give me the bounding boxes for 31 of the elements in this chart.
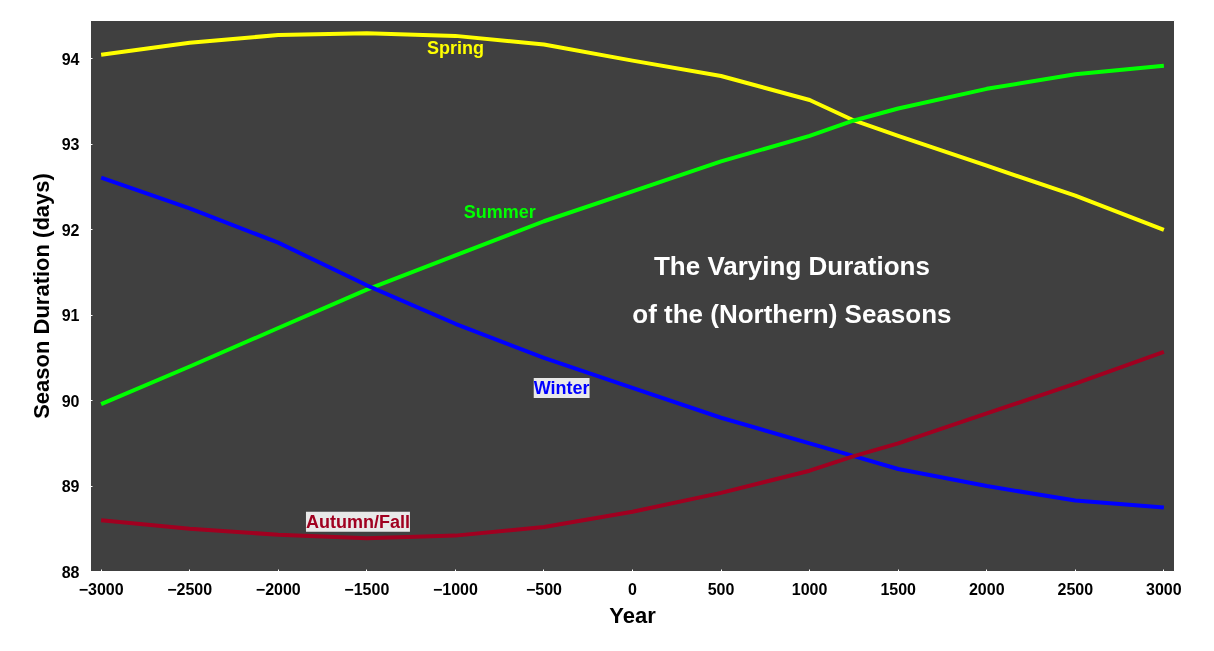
- x-tick-label: −2500: [167, 580, 213, 598]
- series-label: Summer: [463, 202, 536, 223]
- line-series: [99, 31, 1166, 232]
- y-tick-label: 92: [61, 221, 80, 239]
- y-tick-label: 90: [61, 392, 80, 410]
- y-tick-label: 94: [61, 50, 80, 68]
- x-tick-label: 3000: [1146, 580, 1182, 598]
- x-tick-label: −1000: [432, 580, 478, 598]
- text: The Varying Durations of the (Northern) Seasons: [632, 250, 952, 329]
- x-tick-label: 500: [707, 580, 735, 598]
- y-tick-label: 88: [61, 563, 80, 581]
- series-label: Autumn/Fall: [305, 511, 410, 532]
- x-tick-label: 1500: [880, 580, 917, 598]
- x-tick-label: −2000: [255, 580, 301, 598]
- x-tick-label: 2000: [968, 580, 1005, 598]
- line-series: [99, 63, 1166, 407]
- y-tick-label: 93: [61, 136, 80, 154]
- series-label: Spring: [426, 37, 484, 58]
- x-axis-title: Year: [609, 602, 657, 628]
- y-axis-title: Season Duration (days): [28, 173, 54, 419]
- x-tick-label: −1500: [344, 580, 390, 598]
- y-tick-label: 91: [61, 307, 80, 325]
- x-tick-label: 1000: [791, 580, 828, 598]
- x-tick-label: 0: [628, 580, 638, 598]
- x-tick-label: −3000: [78, 580, 124, 598]
- y-tick-label: 89: [61, 478, 80, 496]
- x-tick-label: −500: [525, 580, 563, 598]
- line-series: [99, 175, 1166, 510]
- line-series: [99, 349, 1166, 541]
- x-tick-label: 2500: [1057, 580, 1094, 598]
- series-label: Winter: [533, 377, 590, 398]
